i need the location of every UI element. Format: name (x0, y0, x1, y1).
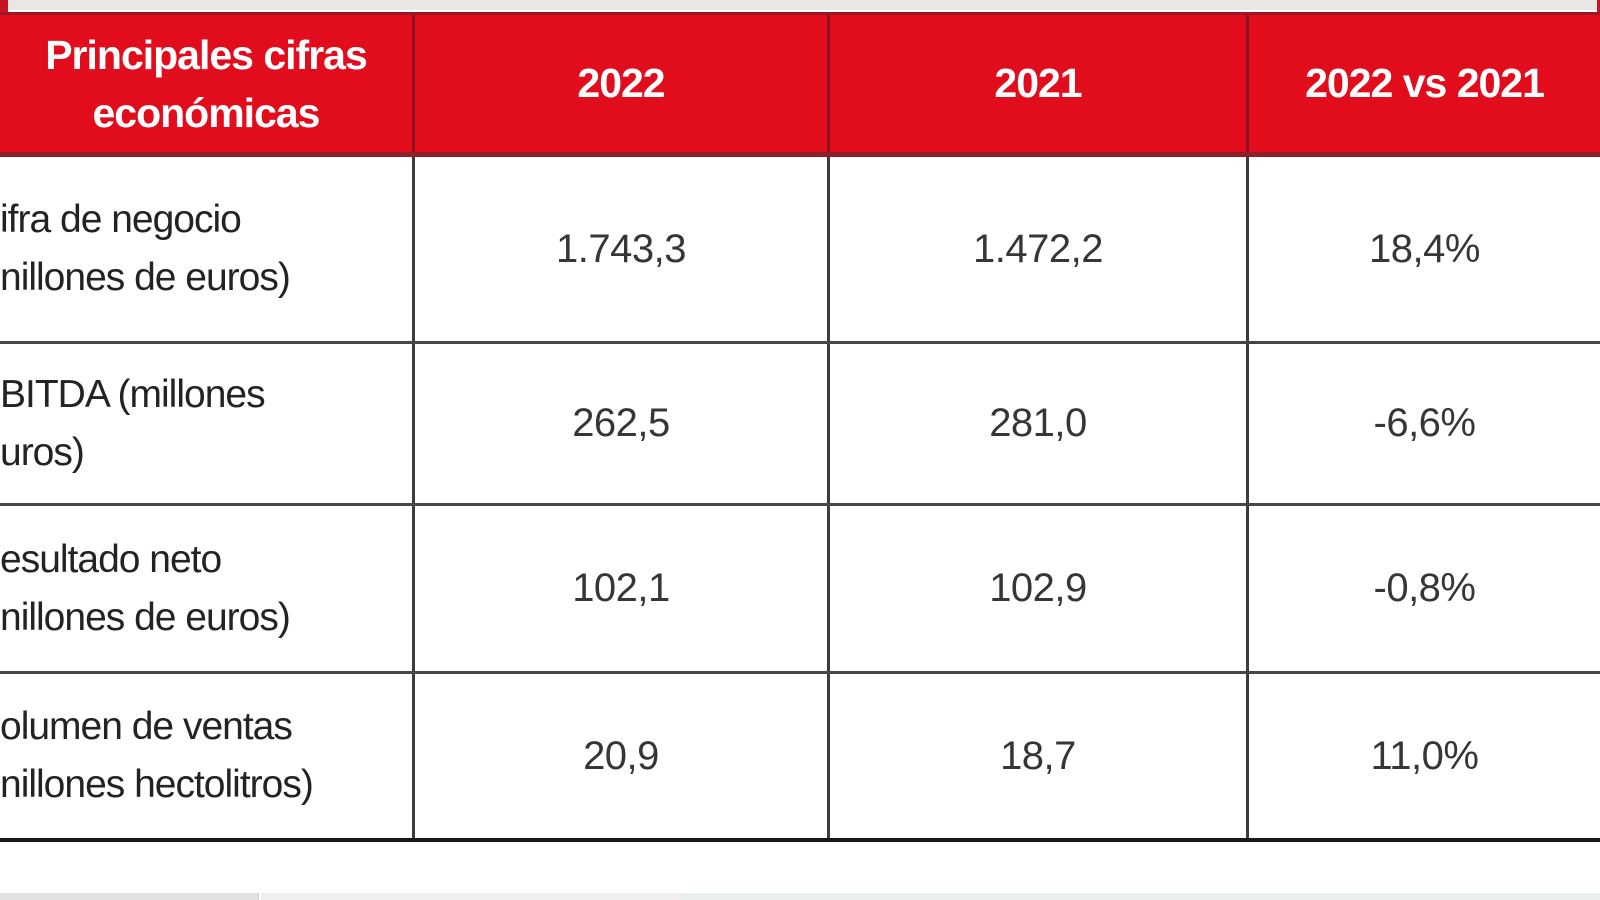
header-cell-2022: 2022 (412, 15, 827, 152)
bottom-fragment-left (0, 893, 259, 900)
table-header-row: Principales cifras económicas 2022 2021 … (0, 12, 1600, 157)
row-label-sales-volume: olumen de ventas nillones hectolitros) (0, 674, 412, 838)
cell-revenue-2021: 1.472,2 (827, 157, 1246, 341)
cell-sales-volume-delta: 11,0% (1246, 674, 1600, 838)
cell-revenue-delta: 18,4% (1246, 157, 1600, 341)
value-text: 281,0 (989, 401, 1087, 445)
bottom-fragment-middle (261, 893, 681, 900)
value-text: 1.472,2 (973, 226, 1103, 271)
table-row-revenue: ifra de negocio nillones de euros) 1.743… (0, 157, 1600, 341)
row-label-line: nillones de euros) (0, 595, 291, 639)
header-cell-2021: 2021 (827, 15, 1246, 152)
header-metrics-title: Principales cifras económicas (45, 26, 368, 142)
row-label-net-result: esultado neto nillones de euros) (0, 506, 412, 671)
cell-sales-volume-2021: 18,7 (827, 674, 1246, 838)
cropped-red-fragment-left (0, 0, 8, 13)
value-text: -6,6% (1373, 401, 1477, 445)
row-label-line: BITDA (millones (0, 372, 266, 416)
cell-net-result-2022: 102,1 (412, 506, 827, 671)
value-text: 1.743,3 (556, 226, 686, 271)
row-label-line: nillones hectolitros) (0, 763, 314, 806)
row-label-line: uros) (0, 430, 85, 474)
cell-sales-volume-2022: 20,9 (412, 674, 827, 838)
value-text: 18,7 (1000, 733, 1076, 778)
row-label-ebitda: BITDA (millones uros) (0, 344, 412, 503)
table-row-ebitda: BITDA (millones uros) 262,5 281,0 -6,6% (0, 341, 1600, 503)
header-2022-label: 2022 (577, 60, 665, 106)
row-label-line: nillones de euros) (0, 256, 291, 299)
value-text: 262,5 (572, 401, 670, 445)
financial-figures-table: Principales cifras económicas 2022 2021 … (0, 12, 1600, 842)
cell-ebitda-delta: -6,6% (1246, 344, 1600, 503)
cropped-bottom-ui-fragments (0, 893, 1600, 900)
row-label-revenue: ifra de negocio nillones de euros) (0, 157, 412, 341)
header-metrics-line2: económicas (92, 89, 320, 136)
header-cell-variation: 2022 vs 2021 (1246, 15, 1600, 152)
value-text: 18,4% (1369, 226, 1480, 271)
row-label-line: ifra de negocio (0, 198, 242, 241)
value-text: 20,9 (583, 733, 659, 778)
cell-ebitda-2022: 262,5 (412, 344, 827, 503)
value-text: 102,1 (572, 566, 670, 610)
value-text: -0,8% (1373, 566, 1477, 610)
cell-revenue-2022: 1.743,3 (412, 157, 827, 341)
cropped-red-fragment-right (1597, 0, 1600, 13)
value-text: 11,0% (1370, 733, 1479, 778)
header-metrics-line1: Principales cifras (45, 31, 368, 78)
bottom-fragment-right (681, 893, 1600, 900)
header-2021-label: 2021 (994, 60, 1082, 106)
row-label-line: esultado neto (0, 537, 222, 581)
header-variation-label: 2022 vs 2021 (1305, 60, 1545, 106)
row-label-line: olumen de ventas (0, 705, 293, 748)
page-top-strip (8, 0, 1600, 10)
cell-net-result-2021: 102,9 (827, 506, 1246, 671)
table-row-sales-volume: olumen de ventas nillones hectolitros) 2… (0, 671, 1600, 838)
header-cell-metrics: Principales cifras económicas (0, 15, 412, 152)
cell-ebitda-2021: 281,0 (827, 344, 1246, 503)
table-row-net-result: esultado neto nillones de euros) 102,1 1… (0, 503, 1600, 671)
cell-net-result-delta: -0,8% (1246, 506, 1600, 671)
value-text: 102,9 (989, 566, 1087, 610)
